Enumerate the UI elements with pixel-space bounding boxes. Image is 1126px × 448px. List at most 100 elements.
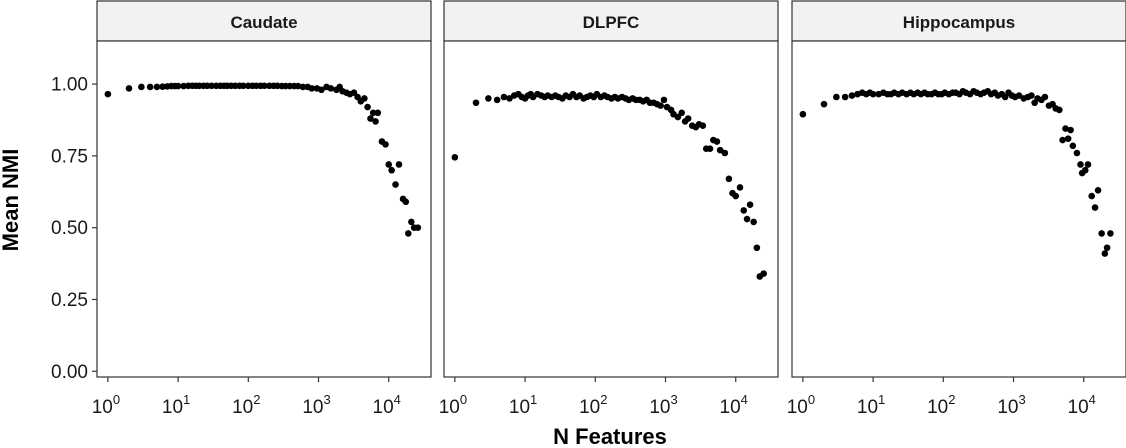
- data-point: [706, 145, 714, 152]
- data-point: [174, 82, 182, 90]
- data-point: [299, 83, 307, 91]
- plot-panel: [443, 40, 779, 378]
- x-axis-title: N Features: [553, 424, 667, 448]
- data-point: [1028, 92, 1035, 99]
- data-point: [1088, 192, 1096, 200]
- y-tick-label: 1.00: [51, 75, 88, 96]
- data-point: [1064, 135, 1072, 142]
- data-point: [1062, 125, 1069, 132]
- data-point: [493, 96, 501, 104]
- data-point: [1094, 187, 1102, 194]
- data-point: [1098, 230, 1105, 237]
- x-tick-label: 100: [92, 392, 120, 418]
- data-point: [869, 90, 877, 98]
- data-point: [395, 161, 403, 168]
- data-point: [180, 82, 187, 90]
- x-tick-label: 102: [232, 392, 260, 418]
- x-tick-label: 101: [857, 392, 885, 418]
- data-point: [721, 149, 729, 157]
- data-point: [736, 184, 744, 191]
- data-point: [240, 82, 247, 90]
- facet-strip: [96, 0, 432, 42]
- facet-strip-label: DLPFC: [583, 13, 640, 32]
- data-point: [743, 215, 751, 223]
- data-point: [1103, 244, 1111, 252]
- data-point: [1101, 250, 1109, 257]
- data-point: [732, 192, 740, 200]
- data-point: [1107, 230, 1114, 237]
- data-point: [414, 224, 422, 231]
- x-tick-label: 100: [787, 392, 815, 418]
- data-point: [799, 110, 807, 118]
- data-point: [1081, 166, 1089, 174]
- data-point: [146, 83, 154, 91]
- data-point: [674, 113, 682, 121]
- data-point: [660, 96, 668, 104]
- y-tick-label: 0.25: [51, 290, 88, 311]
- data-point: [361, 95, 368, 102]
- data-point: [388, 166, 395, 174]
- data-point: [833, 93, 840, 101]
- data-point: [374, 109, 382, 117]
- data-point: [713, 138, 721, 145]
- data-point: [485, 95, 492, 102]
- data-point: [841, 93, 849, 101]
- facet-panel-caudate: Caudate 100 101 102 103 104: [92, 0, 432, 418]
- plot-panel: [96, 40, 432, 378]
- data-point: [1084, 161, 1092, 168]
- data-point: [1091, 204, 1099, 211]
- data-point: [678, 109, 685, 117]
- facet-strip: [791, 0, 1126, 42]
- data-point: [385, 161, 393, 168]
- facet-panel-dlpfc: DLPFC 100 101 102 103 104: [439, 0, 779, 418]
- data-point: [848, 92, 856, 99]
- x-tick-label: 103: [997, 392, 1025, 418]
- y-axis-title: Mean NMI: [0, 149, 23, 252]
- data-point: [1041, 93, 1049, 101]
- data-point: [138, 83, 145, 91]
- x-tick-label: 104: [373, 392, 401, 418]
- data-point: [750, 218, 757, 226]
- data-point: [382, 141, 389, 148]
- data-point: [369, 109, 377, 117]
- data-point: [159, 83, 166, 90]
- data-point: [699, 122, 707, 130]
- data-point: [125, 85, 133, 92]
- data-point: [372, 118, 379, 125]
- data-point: [1056, 106, 1063, 114]
- facet-panels: Caudate 100 101 102 103 104 DLPFC 100 101 102 103 1…: [92, 0, 1126, 418]
- data-point: [753, 244, 761, 252]
- data-point: [408, 218, 415, 226]
- facet-strip: [443, 0, 779, 42]
- data-point: [820, 100, 828, 108]
- data-point: [451, 154, 459, 161]
- data-point: [402, 198, 410, 206]
- y-axis: 0.00 0.25 0.50 0.75 1.00: [51, 75, 97, 383]
- x-tick-label: 103: [302, 392, 330, 418]
- x-tick-label: 104: [1068, 392, 1096, 418]
- data-point: [364, 103, 371, 111]
- data-point: [208, 82, 215, 90]
- y-tick-label: 0.75: [51, 146, 88, 167]
- x-tick-label: 101: [509, 392, 537, 418]
- data-point: [318, 86, 325, 94]
- data-point: [104, 90, 112, 98]
- data-point: [392, 181, 399, 188]
- data-point: [1073, 149, 1081, 157]
- data-point: [308, 85, 316, 92]
- data-point: [500, 93, 508, 101]
- data-point: [153, 83, 161, 91]
- facet-panel-hippocampus: Hippocampus 100 101 102 103 104: [787, 0, 1126, 418]
- y-tick-label: 0.50: [51, 218, 88, 239]
- x-tick-label: 103: [649, 392, 677, 418]
- x-tick-label: 100: [439, 392, 467, 418]
- data-point: [261, 82, 268, 90]
- data-point: [367, 115, 374, 122]
- data-point: [1077, 161, 1084, 168]
- y-tick-label: 0.00: [51, 362, 88, 383]
- x-tick-label: 102: [927, 392, 955, 418]
- data-point: [740, 207, 748, 214]
- data-point: [746, 201, 754, 208]
- data-point: [760, 270, 767, 277]
